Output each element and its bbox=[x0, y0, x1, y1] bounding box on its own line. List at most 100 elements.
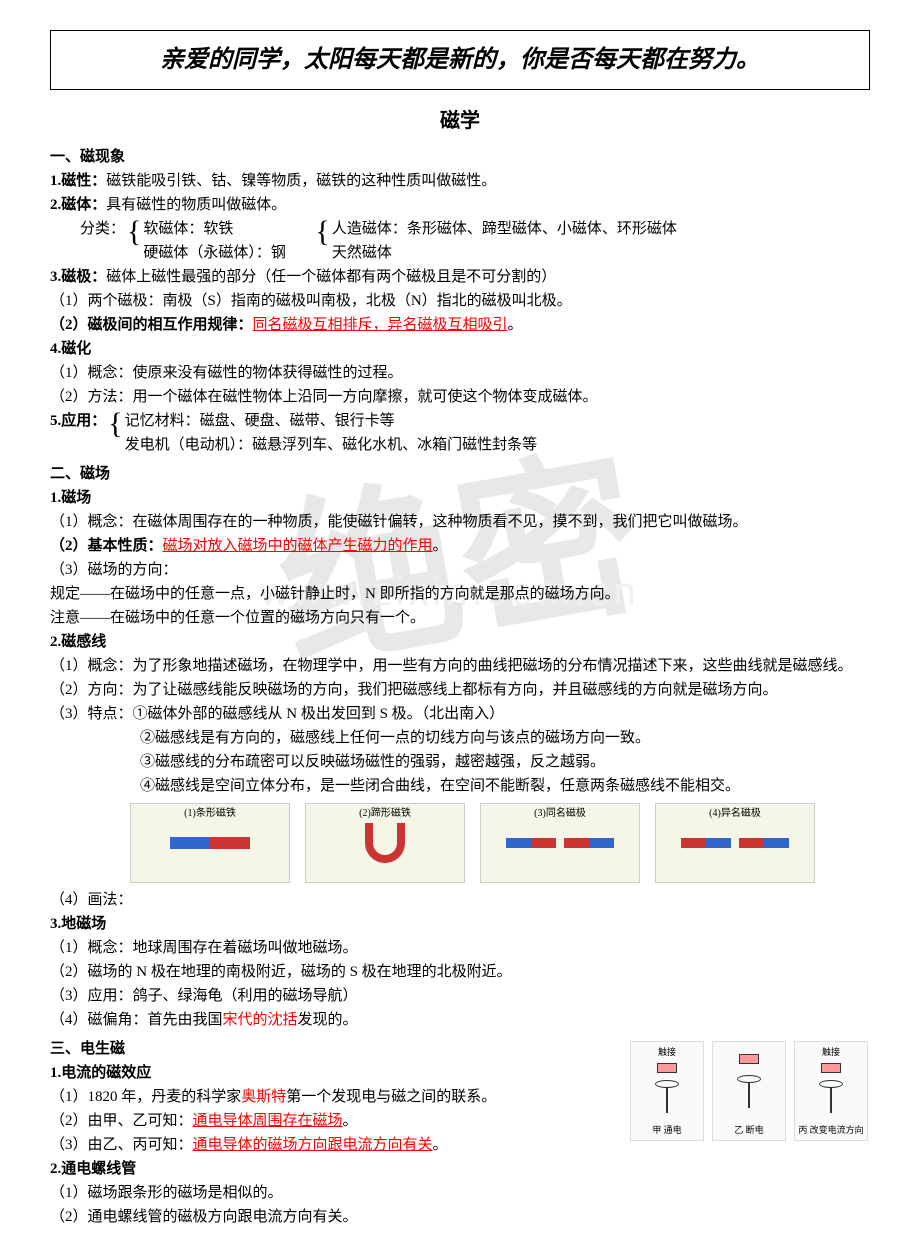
para-2-2-3d: ④磁感线是空间立体分布，是一些闭合曲线，在空间不能断裂，任意两条磁感线不能相交。 bbox=[140, 774, 870, 798]
text-1-2: 具有磁性的物质叫做磁体。 bbox=[106, 197, 286, 213]
label-1-2: 2.磁体： bbox=[50, 197, 106, 213]
text-2-1-2c: 。 bbox=[433, 538, 448, 554]
para-2-3-3: （3）应用：鸽子、绿海龟（利用的磁场导航） bbox=[50, 984, 870, 1008]
text-3-1-2b: 通电导体周围存在磁场 bbox=[193, 1113, 343, 1129]
compass-2 bbox=[734, 1075, 764, 1115]
battery-icon-2 bbox=[739, 1054, 759, 1064]
para-2-2-3c: ③磁感线的分布疏密可以反映磁场磁性的强弱，越密越强，反之越弱。 bbox=[140, 750, 870, 774]
label-2-3: 3.地磁场 bbox=[50, 912, 870, 936]
para-1-3-1: （1）两个磁极：南极（S）指南的磁极叫南极，北极（N）指北的磁极叫北极。 bbox=[50, 289, 870, 313]
label-1-4: 4.磁化 bbox=[50, 337, 870, 361]
brace-2: { bbox=[315, 217, 329, 247]
text-1-3-2b: 同名磁极互相排斥，异名磁极互相吸引 bbox=[253, 317, 508, 333]
text-2-1-2a: （2）基本性质： bbox=[50, 538, 163, 554]
main-title: 磁学 bbox=[50, 105, 870, 137]
para-2-3-1: （1）概念：地球周围存在着磁场叫做地磁场。 bbox=[50, 936, 870, 960]
app-group: 5.应用： { 记忆材料：磁盘、硬盘、磁带、银行卡等 发电机（电动机）：磁悬浮列… bbox=[50, 409, 870, 457]
brace-1: { bbox=[127, 217, 141, 247]
cat-label: 分类： bbox=[80, 217, 125, 241]
cat-r2: 天然磁体 bbox=[332, 241, 677, 265]
diagram-horseshoe: (2)蹄形磁铁 bbox=[305, 803, 465, 883]
text-3-1-1a: （1）1820 年，丹麦的科学家 bbox=[50, 1089, 241, 1105]
cat-left-col: 软磁体：软铁 硬磁体（永磁体）：钢 bbox=[143, 217, 313, 265]
compass-3 bbox=[816, 1080, 846, 1120]
para-2-2-2: （2）方向：为了让磁感线能反映磁场的方向，我们把磁感线上都标有方向，并且磁感线的… bbox=[50, 678, 870, 702]
battery-icon-3 bbox=[821, 1063, 841, 1073]
cat-r1: 人造磁体：条形磁体、蹄型磁体、小磁体、环形磁体 bbox=[332, 217, 677, 241]
para-3-2-1: （1）磁场跟条形的磁场是相似的。 bbox=[50, 1181, 870, 1205]
label-1-1: 1.磁性： bbox=[50, 173, 106, 189]
para-2-1-1: （1）概念：在磁体周围存在的一种物质，能使磁针偏转，这种物质看不见，摸不到，我们… bbox=[50, 510, 870, 534]
app-col: 记忆材料：磁盘、硬盘、磁带、银行卡等 发电机（电动机）：磁悬浮列车、磁化水机、冰… bbox=[125, 409, 538, 457]
circuit-bottom1: 甲 通电 bbox=[652, 1123, 681, 1137]
para-2-1-2: （2）基本性质：磁场对放入磁场中的磁体产生磁力的作用。 bbox=[50, 534, 870, 558]
circuit-row: 触接 甲 通电 乙 断电 bbox=[630, 1041, 870, 1141]
para-2-2-1: （1）概念：为了形象地描述磁场，在物理学中，用一些有方向的曲线把磁场的分布情况描… bbox=[50, 654, 870, 678]
bar-s-pole bbox=[210, 837, 250, 849]
para-2-3-2: （2）磁场的 N 极在地理的南极附近，磁场的 S 极在地理的北极附近。 bbox=[50, 960, 870, 984]
diagram-bar-magnet: (1)条形磁铁 bbox=[130, 803, 290, 883]
bar-n-pole bbox=[170, 837, 210, 849]
same-pole-icon bbox=[506, 838, 614, 848]
para-1-3: 3.磁极：磁体上磁性最强的部分（任一个磁体都有两个磁极且是不可分割的） bbox=[50, 265, 870, 289]
para-1-3-2: （2）磁极间的相互作用规律：同名磁极互相排斥，异名磁极互相吸引。 bbox=[50, 313, 870, 337]
motto-text: 亲爱的同学，太阳每天都是新的，你是否每天都在努力。 bbox=[160, 47, 760, 73]
text-2-3-4b: 宋代的沈括 bbox=[223, 1012, 298, 1028]
text-2-3-4c: 发现的。 bbox=[298, 1012, 358, 1028]
brace-3: { bbox=[108, 409, 122, 439]
cat-l2: 硬磁体（永磁体）：钢 bbox=[143, 241, 313, 265]
para-2-1-3b: 注意——在磁场中的任意一个位置的磁场方向只有一个。 bbox=[50, 606, 870, 630]
text-1-3: 磁体上磁性最强的部分（任一个磁体都有两个磁极且是不可分割的） bbox=[106, 269, 556, 285]
para-1-1: 1.磁性：磁铁能吸引铁、钴、镍等物质，磁铁的这种性质叫做磁性。 bbox=[50, 169, 870, 193]
circuit-top3: 触接 bbox=[822, 1045, 840, 1059]
horseshoe-icon bbox=[365, 823, 405, 863]
diag4-label: (4)异名磁极 bbox=[709, 806, 761, 822]
battery-icon-1 bbox=[657, 1063, 677, 1073]
para-2-2-3: （3）特点：①磁体外部的磁感线从 N 极出发回到 S 极。（北出南入） bbox=[50, 702, 870, 726]
label-2-2: 2.磁感线 bbox=[50, 630, 870, 654]
circuit-bottom2: 乙 断电 bbox=[734, 1123, 763, 1137]
app-1: 记忆材料：磁盘、硬盘、磁带、银行卡等 bbox=[125, 409, 538, 433]
para-1-2: 2.磁体：具有磁性的物质叫做磁体。 bbox=[50, 193, 870, 217]
circuit-top1: 触接 bbox=[658, 1045, 676, 1059]
cat-l1: 软磁体：软铁 bbox=[143, 217, 313, 241]
diag1-label: (1)条形磁铁 bbox=[184, 806, 236, 822]
diag2-label: (2)蹄形磁铁 bbox=[359, 806, 411, 822]
para-3-2-2: （2）通电螺线管的磁极方向跟电流方向有关。 bbox=[50, 1205, 870, 1229]
magnet-diagram-row: (1)条形磁铁 (2)蹄形磁铁 (3)同名磁极 (4)异名磁极 bbox=[130, 803, 870, 883]
compass-1 bbox=[652, 1080, 682, 1120]
circuit-yi: 乙 断电 bbox=[712, 1041, 786, 1141]
para-1-4-1: （1）概念：使原来没有磁性的物体获得磁性的过程。 bbox=[50, 361, 870, 385]
text-3-1-1c: 第一个发现电与磁之间的联系。 bbox=[286, 1089, 496, 1105]
text-3-1-3c: 。 bbox=[433, 1137, 448, 1153]
document-content: 亲爱的同学，太阳每天都是新的，你是否每天都在努力。 磁学 一、磁现象 1.磁性：… bbox=[50, 30, 870, 1229]
para-2-3-4: （4）磁偏角：首先由我国宋代的沈括发现的。 bbox=[50, 1008, 870, 1032]
section-3-body: 触接 甲 通电 乙 断电 bbox=[50, 1061, 870, 1229]
section-1-title: 一、磁现象 bbox=[50, 145, 870, 169]
text-3-1-2a: （2）由甲、乙可知： bbox=[50, 1113, 193, 1129]
text-2-3-4a: （4）磁偏角：首先由我国 bbox=[50, 1012, 223, 1028]
para-2-2-4: （4）画法： bbox=[50, 888, 870, 912]
text-1-3-2c: 。 bbox=[508, 317, 523, 333]
diagram-diff-pole: (4)异名磁极 bbox=[655, 803, 815, 883]
label-1-3: 3.磁极： bbox=[50, 269, 106, 285]
circuit-jia: 触接 甲 通电 bbox=[630, 1041, 704, 1141]
diagram-same-pole: (3)同名磁极 bbox=[480, 803, 640, 883]
label-3-2: 2.通电螺线管 bbox=[50, 1157, 870, 1181]
motto-box: 亲爱的同学，太阳每天都是新的，你是否每天都在努力。 bbox=[50, 30, 870, 90]
text-3-1-3a: （3）由乙、丙可知： bbox=[50, 1137, 193, 1153]
text-3-1-2c: 。 bbox=[343, 1113, 358, 1129]
section-2-title: 二、磁场 bbox=[50, 462, 870, 486]
para-1-4-2: （2）方法：用一个磁体在磁性物体上沿同一方向摩擦，就可使这个物体变成磁体。 bbox=[50, 385, 870, 409]
para-2-1-3a: 规定——在磁场中的任意一点，小磁针静止时，N 即所指的方向就是那点的磁场方向。 bbox=[50, 582, 870, 606]
label-1-5: 5.应用： bbox=[50, 409, 106, 433]
label-2-1: 1.磁场 bbox=[50, 486, 870, 510]
circuit-bottom3: 丙 改变电流方向 bbox=[798, 1123, 863, 1137]
text-1-3-2a: （2）磁极间的相互作用规律： bbox=[50, 317, 253, 333]
diff-pole-icon bbox=[681, 838, 789, 848]
para-2-2-3b: ②磁感线是有方向的，磁感线上任何一点的切线方向与该点的磁场方向一致。 bbox=[140, 726, 870, 750]
text-3-1-3b: 通电导体的磁场方向跟电流方向有关 bbox=[193, 1137, 433, 1153]
circuit-diagram-group: 触接 甲 通电 乙 断电 bbox=[630, 1041, 870, 1151]
cat-right-col: 人造磁体：条形磁体、蹄型磁体、小磁体、环形磁体 天然磁体 bbox=[332, 217, 677, 265]
para-2-1-3: （3）磁场的方向： bbox=[50, 558, 870, 582]
